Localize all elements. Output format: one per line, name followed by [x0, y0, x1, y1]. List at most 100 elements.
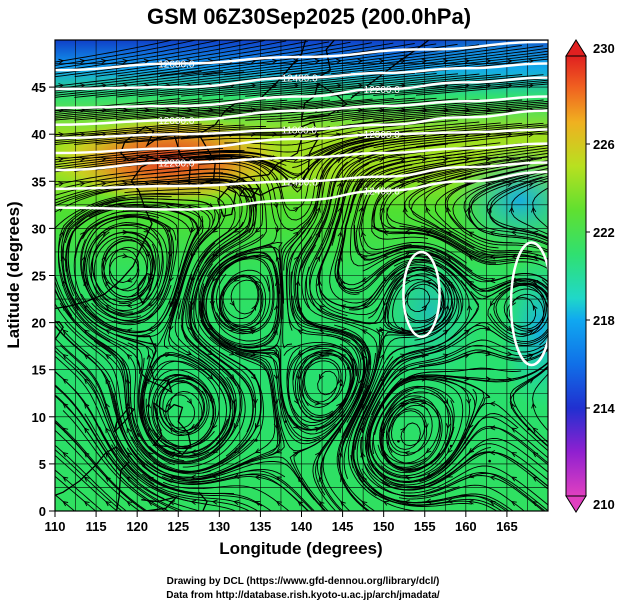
streamline [55, 123, 181, 136]
streamline [55, 152, 266, 170]
streamline-arrow [273, 423, 279, 430]
contour-label: 12400.0 [282, 74, 319, 85]
streamline-arrow [58, 58, 65, 64]
streamline-arrow [336, 83, 342, 89]
y-tick-label: 45 [32, 80, 46, 95]
streamline-arrow [58, 156, 65, 162]
x-tick-label: 165 [496, 519, 518, 534]
streamline [377, 475, 544, 511]
streamline [330, 100, 548, 123]
streamline [55, 469, 104, 511]
streamline-arrow [315, 231, 321, 238]
streamline [352, 427, 514, 511]
streamline-arrow [400, 427, 406, 434]
streamline-arrow [442, 353, 449, 359]
contour-label: 12200.0 [158, 158, 195, 169]
streamline-arrow [62, 451, 69, 458]
streamline-arrow [510, 230, 517, 236]
x-tick-label: 135 [250, 519, 272, 534]
streamline-arrow [528, 82, 535, 89]
streamline-arrow [506, 351, 513, 357]
streamline-arrow [382, 500, 389, 506]
streamline-arrow [314, 132, 321, 138]
streamline-arrow [254, 227, 261, 233]
streamline [330, 47, 548, 75]
streamline-arrow [229, 350, 236, 356]
height-contour [55, 109, 548, 140]
streamline-arrow [339, 328, 346, 334]
y-tick-label: 40 [32, 127, 46, 142]
streamline [418, 344, 548, 367]
streamline-arrow [465, 206, 471, 213]
streamline [162, 481, 290, 511]
colorbar-tick-label: 214 [593, 401, 615, 416]
streamline-arrow [275, 501, 282, 507]
x-tick-label: 140 [291, 519, 313, 534]
streamline-arrow [337, 231, 343, 238]
streamline-arrow [273, 398, 279, 405]
streamline-arrow [447, 280, 453, 287]
streamline-arrow [190, 449, 197, 455]
streamline-arrow [147, 451, 154, 458]
streamline-arrow [233, 423, 239, 430]
streamline-arrow [446, 498, 453, 504]
streamline-arrow [254, 500, 261, 506]
contour-label: 12600.0 [158, 60, 195, 71]
streamline-arrow [337, 255, 343, 262]
streamline-arrow [143, 58, 150, 64]
streamline-arrow [126, 451, 132, 458]
streamline-arrow [528, 131, 535, 138]
streamline-arrow [254, 474, 261, 481]
streamline-arrow [319, 374, 324, 381]
streamline-arrow [378, 107, 385, 113]
y-axis: 0 5 10 15 20 25 30 35 40 45 [32, 80, 55, 519]
streamline-arrow [378, 326, 385, 332]
streamline-arrow [360, 231, 366, 238]
streamline-arrow [186, 398, 192, 405]
streamline-arrow [528, 58, 535, 64]
streamline [394, 106, 548, 121]
plot-area: 12600.0 12400.0 12200.0 12000.0 11800.0 12000… [55, 40, 548, 511]
streamline-arrow [143, 156, 150, 162]
streamline-arrow [315, 206, 321, 213]
streamline-arrow [421, 58, 428, 64]
streamline-arrow [62, 500, 69, 507]
streamline-arrow [62, 353, 69, 360]
streamline-arrow [489, 450, 496, 456]
streamline [55, 475, 97, 511]
streamline-arrow [105, 500, 111, 507]
streamline-arrow [485, 351, 492, 357]
streamline-arrow [466, 398, 472, 405]
streamline-arrow [297, 500, 304, 507]
contour-label: 12200.0 [364, 85, 401, 96]
streamline-arrow [510, 501, 517, 507]
streamline [55, 384, 185, 511]
streamline-arrow [144, 251, 150, 258]
x-tick-label: 155 [414, 519, 436, 534]
streamline-arrow [400, 82, 407, 89]
streamline-arrow [486, 206, 492, 213]
streamline-arrow [443, 398, 449, 405]
colorbar-tick-label: 226 [593, 137, 615, 152]
streamline [62, 410, 167, 511]
streamline [55, 123, 202, 138]
streamline-arrow [489, 401, 496, 407]
streamline [55, 71, 245, 94]
streamline [55, 147, 224, 166]
streamline-arrow [274, 280, 281, 287]
streamline [55, 40, 198, 66]
streamline-arrow [532, 255, 539, 261]
streamline-arrow [293, 82, 300, 89]
streamline-arrow [314, 58, 321, 64]
height-contour [55, 170, 548, 211]
streamline [55, 70, 202, 90]
streamline-arrow [425, 279, 432, 285]
streamline-arrow [464, 181, 471, 187]
streamline-arrow [293, 207, 300, 213]
height-contour [55, 62, 548, 91]
y-axis-label: Latitude (degrees) [4, 201, 23, 348]
streamline-arrow [293, 58, 300, 64]
streamline-arrow [489, 278, 496, 284]
streamline [429, 451, 548, 490]
streamline-arrow [273, 202, 279, 209]
